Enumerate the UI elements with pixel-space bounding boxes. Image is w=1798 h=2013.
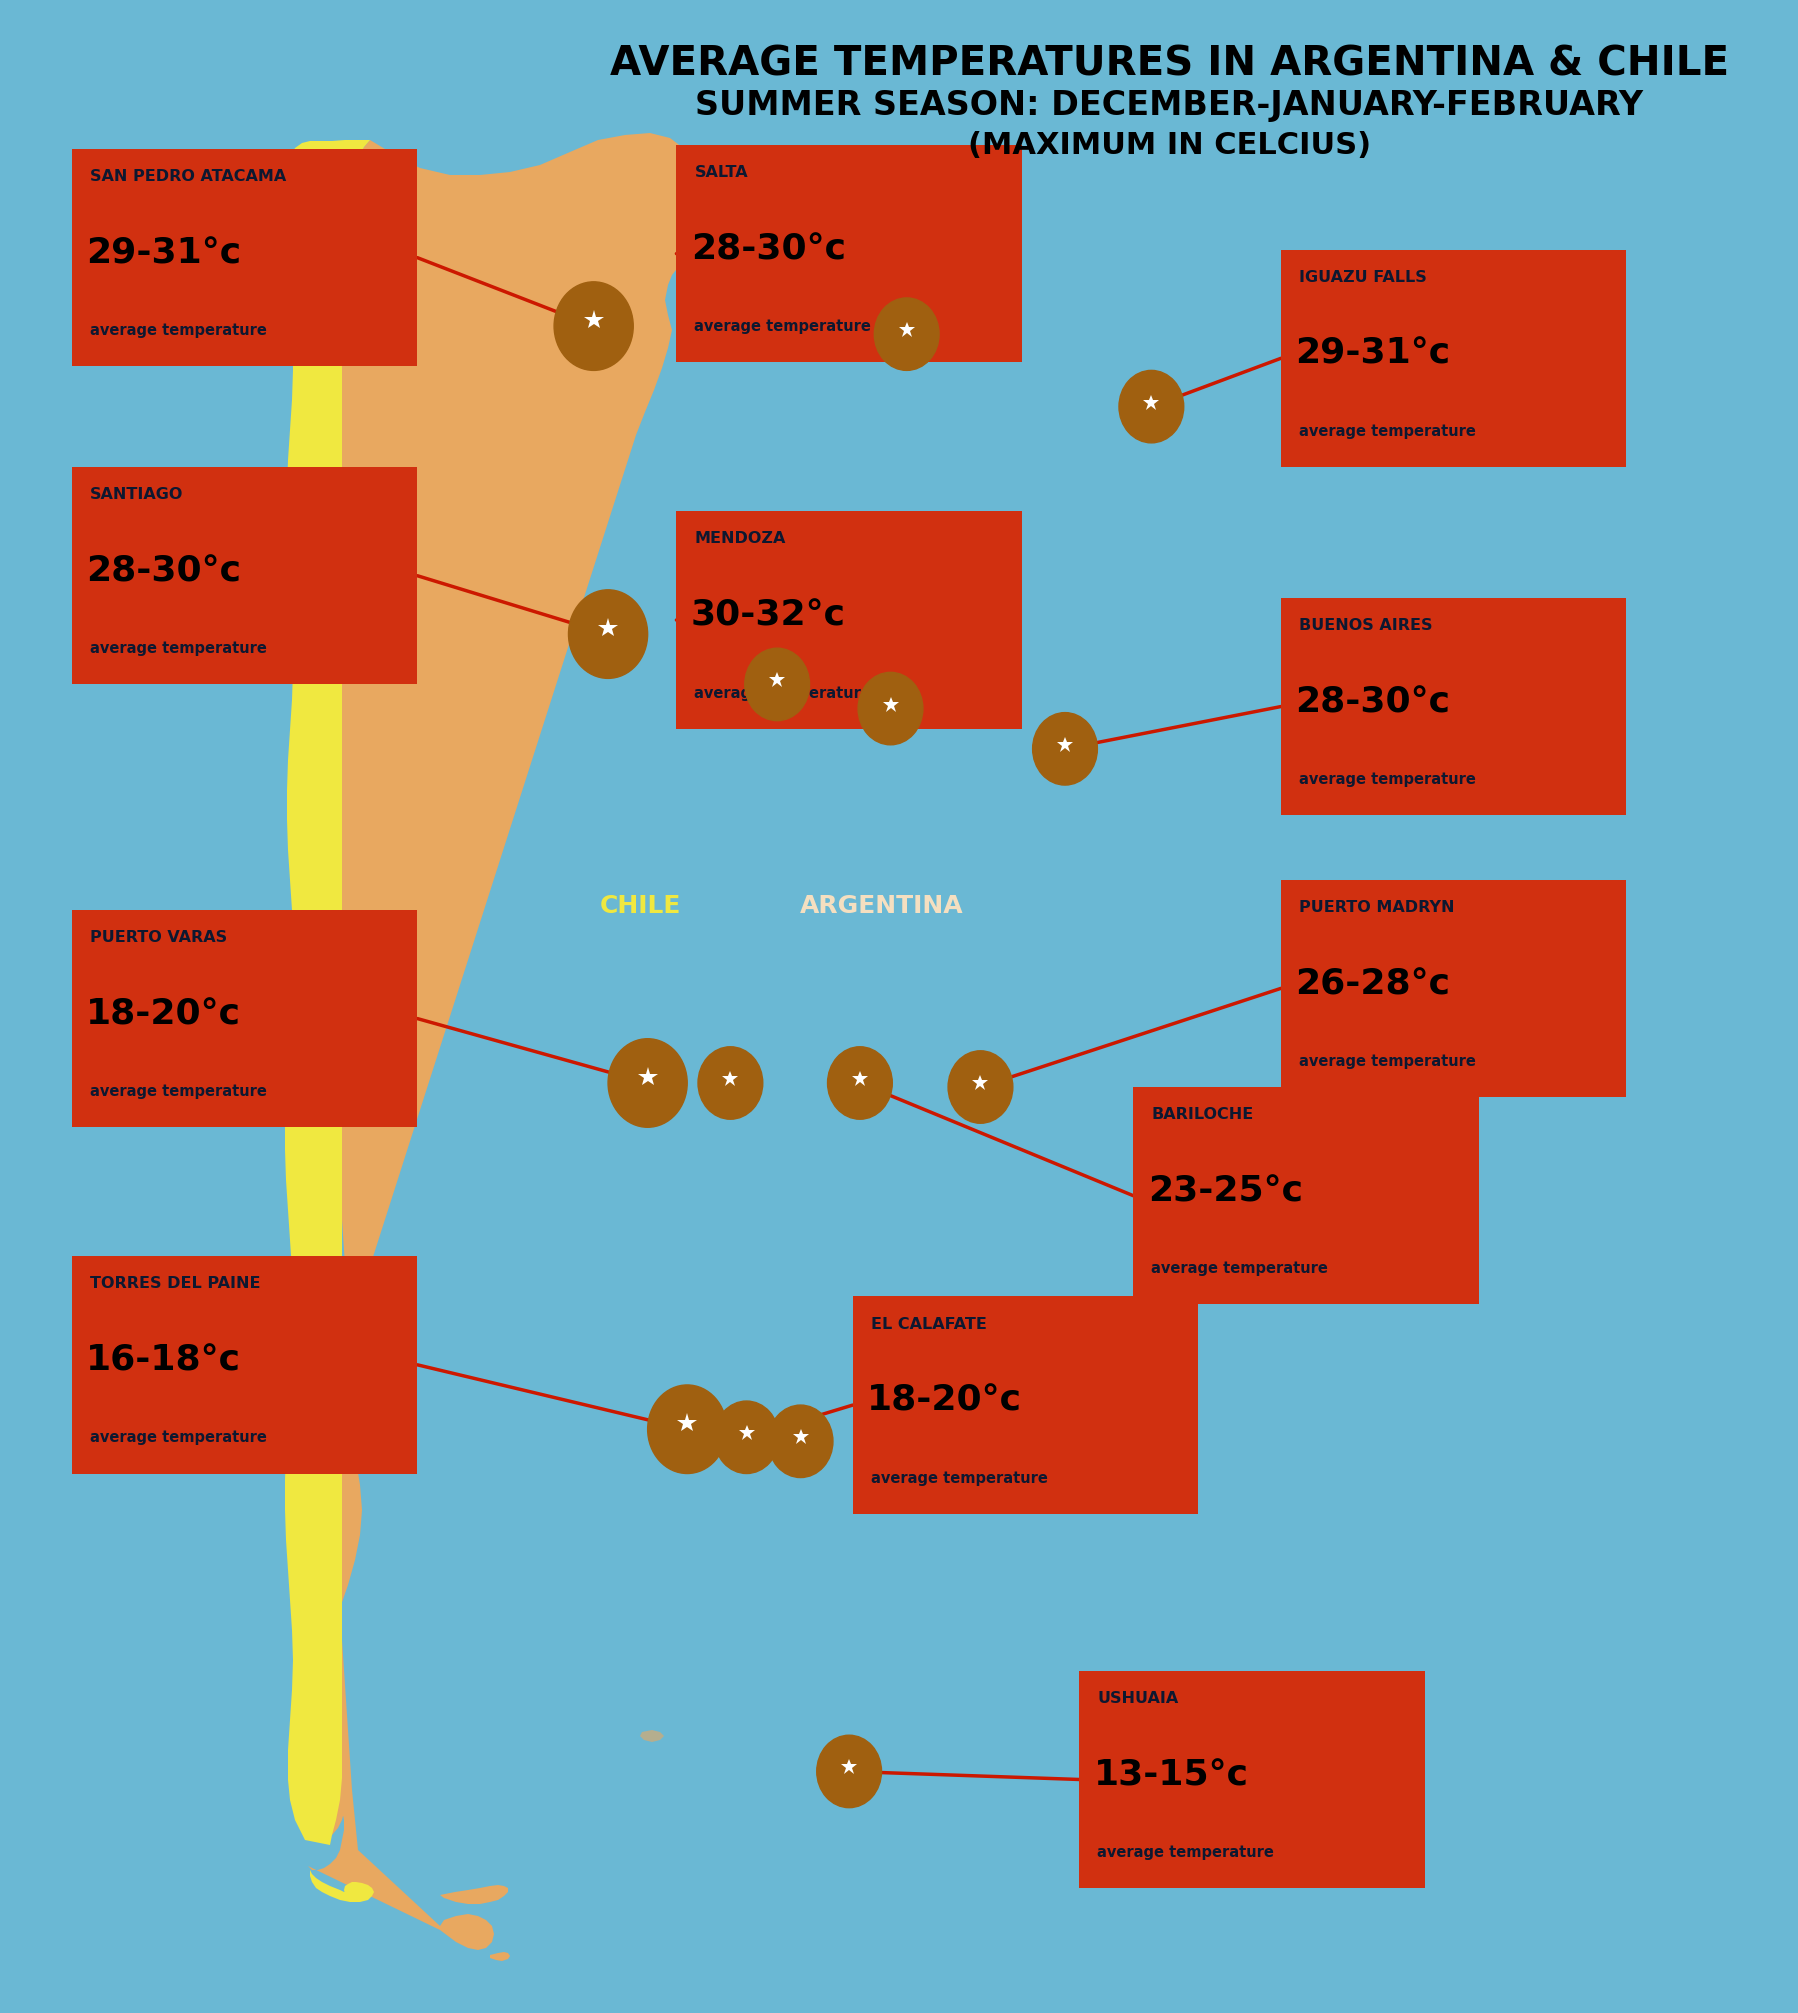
Text: 28-30°c: 28-30°c (1295, 684, 1449, 719)
Text: (MAXIMUM IN CELCIUS): (MAXIMUM IN CELCIUS) (967, 131, 1370, 159)
Text: EL CALAFATE: EL CALAFATE (870, 1317, 985, 1331)
Text: IGUAZU FALLS: IGUAZU FALLS (1298, 270, 1426, 284)
FancyBboxPatch shape (852, 1296, 1197, 1514)
Text: SANTIAGO: SANTIAGO (90, 487, 183, 501)
Circle shape (714, 1401, 779, 1474)
Circle shape (698, 1047, 762, 1119)
Text: average temperature: average temperature (90, 642, 266, 656)
FancyBboxPatch shape (1280, 598, 1625, 815)
Text: CHILE: CHILE (599, 894, 681, 918)
Text: USHUAIA: USHUAIA (1097, 1691, 1178, 1705)
FancyBboxPatch shape (1280, 880, 1625, 1097)
Text: 23-25°c: 23-25°c (1147, 1174, 1302, 1208)
Text: MENDOZA: MENDOZA (694, 531, 786, 546)
Circle shape (608, 1039, 687, 1127)
Text: average temperature: average temperature (90, 1085, 266, 1099)
FancyBboxPatch shape (676, 511, 1021, 729)
Circle shape (744, 648, 809, 721)
Text: 28-30°c: 28-30°c (86, 554, 241, 588)
Text: 28-30°c: 28-30°c (690, 231, 845, 266)
FancyBboxPatch shape (1079, 1671, 1424, 1888)
Circle shape (568, 590, 647, 678)
Circle shape (874, 298, 939, 370)
Text: average temperature: average temperature (90, 324, 266, 338)
Text: average temperature: average temperature (1151, 1262, 1327, 1276)
Text: AVERAGE TEMPERATURES IN ARGENTINA & CHILE: AVERAGE TEMPERATURES IN ARGENTINA & CHIL… (610, 44, 1728, 85)
FancyBboxPatch shape (72, 467, 417, 684)
Circle shape (827, 1047, 892, 1119)
Text: SUMMER SEASON: DECEMBER-JANUARY-FEBRUARY: SUMMER SEASON: DECEMBER-JANUARY-FEBRUARY (694, 89, 1643, 121)
Text: average temperature: average temperature (870, 1472, 1046, 1486)
Text: 29-31°c: 29-31°c (1295, 336, 1449, 370)
Text: average temperature: average temperature (1298, 425, 1474, 439)
Text: average temperature: average temperature (1097, 1846, 1273, 1860)
Text: 18-20°c: 18-20°c (867, 1383, 1021, 1417)
Circle shape (768, 1405, 832, 1478)
Circle shape (1118, 370, 1183, 443)
Text: average temperature: average temperature (1298, 1055, 1474, 1069)
Polygon shape (441, 1884, 507, 1904)
Polygon shape (284, 141, 370, 1846)
Circle shape (948, 1051, 1012, 1123)
Text: BUENOS AIRES: BUENOS AIRES (1298, 618, 1431, 632)
Text: PUERTO VARAS: PUERTO VARAS (90, 930, 227, 944)
FancyBboxPatch shape (72, 149, 417, 366)
Text: 13-15°c: 13-15°c (1093, 1757, 1248, 1792)
Text: PUERTO MADRYN: PUERTO MADRYN (1298, 900, 1453, 914)
Text: 18-20°c: 18-20°c (86, 996, 241, 1031)
Text: average temperature: average temperature (90, 1431, 266, 1445)
Text: SALTA: SALTA (694, 165, 748, 179)
FancyBboxPatch shape (1280, 250, 1625, 467)
Text: BARILOCHE: BARILOCHE (1151, 1107, 1253, 1121)
Text: average temperature: average temperature (1298, 773, 1474, 787)
Text: ARGENTINA: ARGENTINA (800, 894, 962, 918)
Text: average temperature: average temperature (694, 686, 870, 701)
Circle shape (554, 282, 633, 370)
FancyBboxPatch shape (72, 1256, 417, 1474)
Polygon shape (309, 1870, 374, 1902)
Polygon shape (640, 1729, 663, 1741)
Text: TORRES DEL PAINE: TORRES DEL PAINE (90, 1276, 261, 1290)
FancyBboxPatch shape (1133, 1087, 1478, 1304)
Circle shape (858, 672, 922, 745)
Polygon shape (489, 1953, 509, 1961)
Text: 16-18°c: 16-18°c (86, 1343, 241, 1377)
FancyBboxPatch shape (72, 910, 417, 1127)
Polygon shape (307, 133, 705, 1951)
Text: SAN PEDRO ATACAMA: SAN PEDRO ATACAMA (90, 169, 286, 183)
Circle shape (647, 1385, 726, 1474)
FancyBboxPatch shape (676, 145, 1021, 362)
Text: average temperature: average temperature (694, 320, 870, 334)
Text: 30-32°c: 30-32°c (690, 598, 845, 632)
Text: 26-28°c: 26-28°c (1295, 966, 1449, 1000)
Circle shape (1032, 713, 1097, 785)
Circle shape (816, 1735, 881, 1808)
Text: 29-31°c: 29-31°c (86, 236, 241, 270)
